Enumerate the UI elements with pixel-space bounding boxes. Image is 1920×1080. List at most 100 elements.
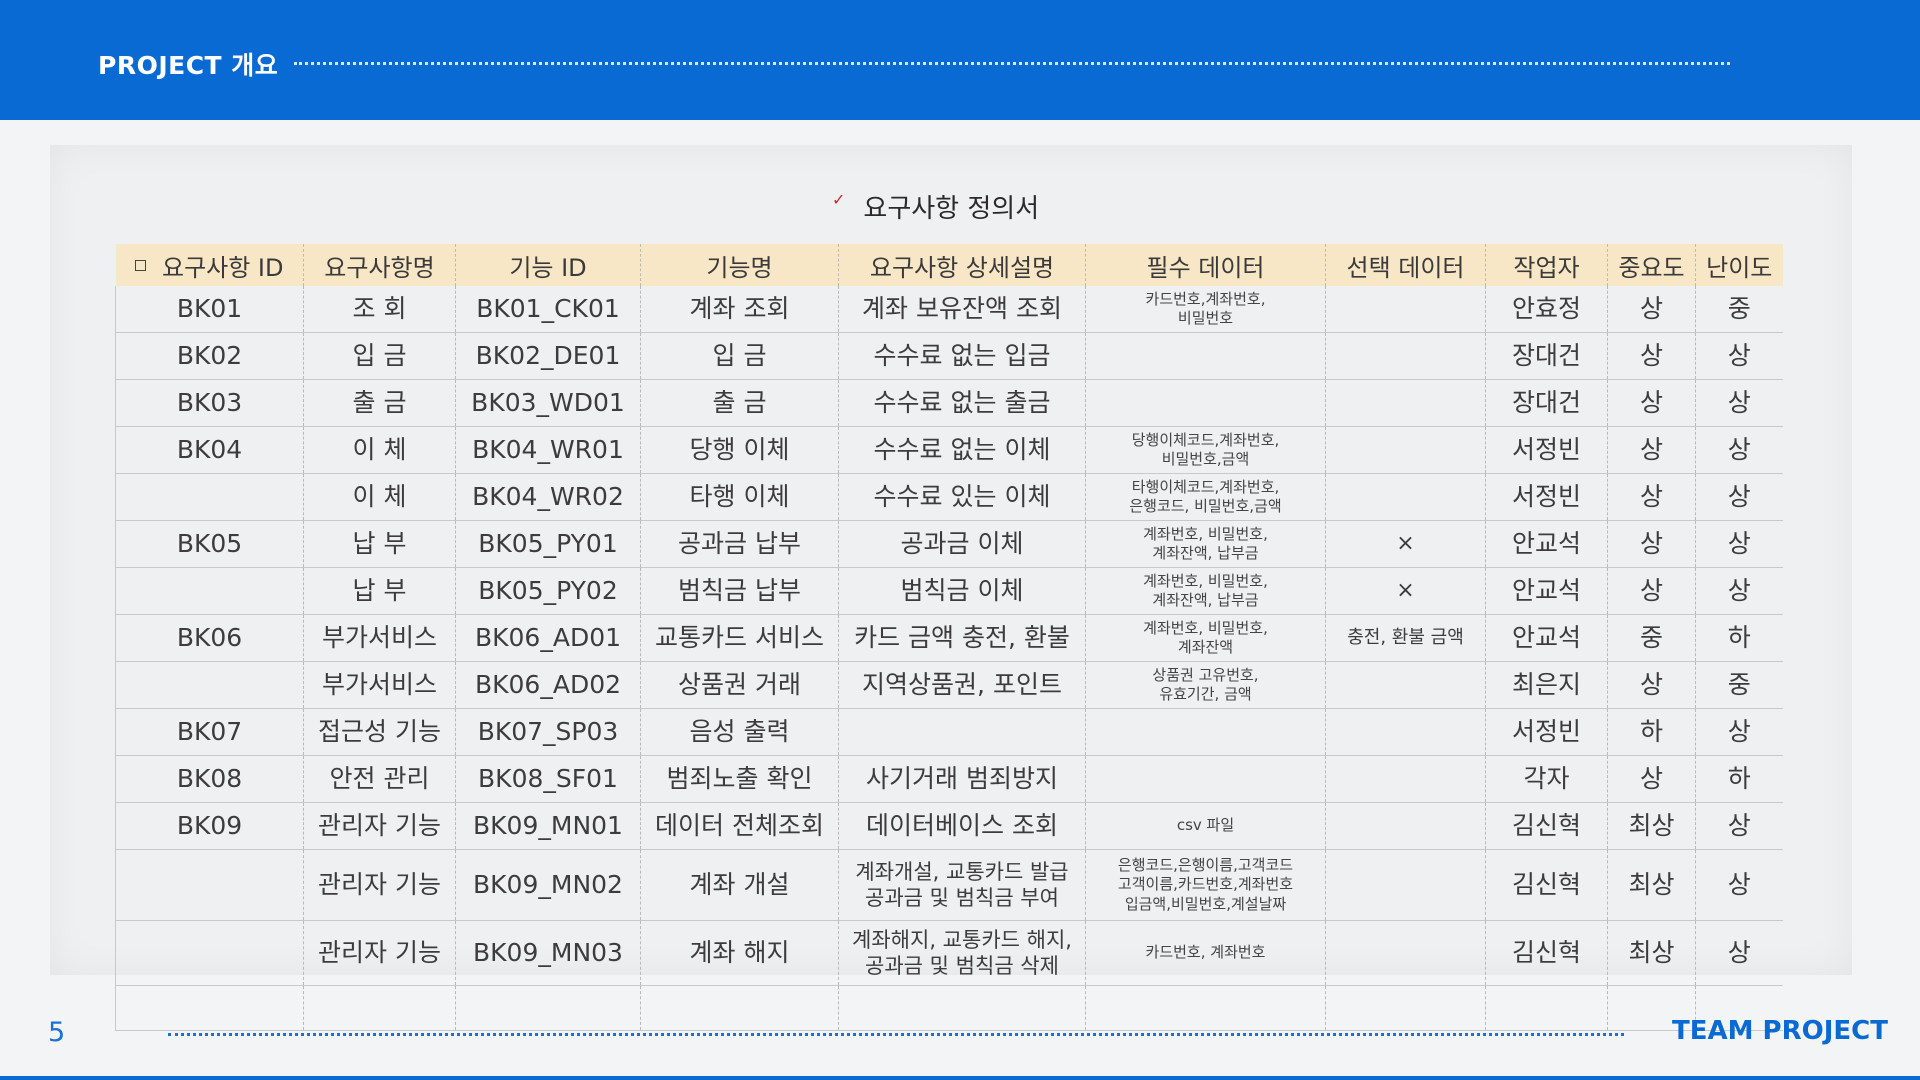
cell-func-name: 교통카드 서비스 xyxy=(640,614,839,662)
cell-difficulty: 상 xyxy=(1695,802,1783,850)
cell-difficulty: 중 xyxy=(1695,286,1783,333)
table-row: BK02 입 금 BK02_DE01 입 금 수수료 없는 입금 장대건 상 상 xyxy=(115,332,1783,380)
cell-func-name: 입 금 xyxy=(640,332,839,380)
table-empty-row xyxy=(115,985,1783,1031)
table-row: 관리자 기능 BK09_MN03 계좌 해지 계좌해지, 교통카드 해지, 공과금 및… xyxy=(115,920,1783,986)
cell-worker: 김신혁 xyxy=(1485,849,1608,921)
cell-importance: 하 xyxy=(1607,708,1696,756)
cell-required-data: 카드번호,계좌번호, 비밀번호 xyxy=(1085,286,1326,333)
table-row: BK08 안전 관리 BK08_SF01 범죄노출 확인 사기거래 범죄방지 각자 상 하 xyxy=(115,755,1783,803)
cell-req-name: 관리자 기능 xyxy=(303,849,456,921)
table-row: 관리자 기능 BK09_MN02 계좌 개설 계좌개설, 교통카드 발급 공과금 및 … xyxy=(115,849,1783,921)
cell-optional-data xyxy=(1325,286,1486,333)
table-header-row: 요구사항 ID 요구사항명 기능 ID 기능명 요구사항 상세설명 필수 데이터… xyxy=(115,244,1783,286)
document-title-group: ✓ 요구사항 정의서 xyxy=(832,188,1039,225)
cell-difficulty: 상 xyxy=(1695,920,1783,986)
cell-detail: 수수료 없는 이체 xyxy=(838,426,1086,474)
cell-detail: 계좌개설, 교통카드 발급 공과금 및 범칙금 부여 xyxy=(838,849,1086,921)
cell-optional-data xyxy=(1325,661,1486,709)
column-header-importance: 중요도 xyxy=(1607,244,1696,286)
cell-optional-data: × xyxy=(1325,567,1486,615)
cell-required-data xyxy=(1085,379,1326,427)
table-row: BK01 조 회 BK01_CK01 계좌 조회 계좌 보유잔액 조회 카드번호,계좌번호… xyxy=(115,286,1783,333)
cell-req-name: 이 체 xyxy=(303,473,456,521)
cell-optional-data xyxy=(1325,473,1486,521)
cell-req-name: 조 회 xyxy=(303,286,456,333)
cell-importance: 상 xyxy=(1607,473,1696,521)
cell-req-id xyxy=(115,473,304,521)
cell-req-name: 이 체 xyxy=(303,426,456,474)
cell-detail: 계좌해지, 교통카드 해지, 공과금 및 범칙금 삭제 xyxy=(838,920,1086,986)
cell-difficulty: 상 xyxy=(1695,567,1783,615)
cell-func-id: BK05_PY02 xyxy=(455,567,641,615)
column-header-optional-data: 선택 데이터 xyxy=(1325,244,1486,286)
header-bar: PROJECT 개요 xyxy=(0,0,1920,120)
cell-func-id: BK08_SF01 xyxy=(455,755,641,803)
table-row: BK05 납 부 BK05_PY01 공과금 납부 공과금 이체 계좌번호, 비밀번호, … xyxy=(115,520,1783,568)
column-header-required-data: 필수 데이터 xyxy=(1085,244,1326,286)
cell-worker: 안효정 xyxy=(1485,286,1608,333)
cell-importance: 최상 xyxy=(1607,920,1696,986)
cell-req-id: BK05 xyxy=(115,520,304,568)
table-row: 납 부 BK05_PY02 범칙금 납부 범칙금 이체 계좌번호, 비밀번호, 계좌잔액… xyxy=(115,567,1783,615)
cell-importance: 최상 xyxy=(1607,802,1696,850)
cell-optional-data xyxy=(1325,708,1486,756)
cell-req-name: 출 금 xyxy=(303,379,456,427)
cell-req-name: 납 부 xyxy=(303,520,456,568)
cell-empty xyxy=(1607,985,1696,1031)
cell-optional-data xyxy=(1325,920,1486,986)
cell-detail: 수수료 없는 출금 xyxy=(838,379,1086,427)
cell-importance: 상 xyxy=(1607,755,1696,803)
cell-func-id: BK06_AD02 xyxy=(455,661,641,709)
cell-importance: 상 xyxy=(1607,286,1696,333)
page-number: 5 xyxy=(48,1017,66,1048)
cell-importance: 상 xyxy=(1607,332,1696,380)
cell-importance: 상 xyxy=(1607,520,1696,568)
cell-worker: 안교석 xyxy=(1485,520,1608,568)
cell-required-data: 상품권 고유번호, 유효기간, 금액 xyxy=(1085,661,1326,709)
cell-optional-data xyxy=(1325,379,1486,427)
cell-worker: 서정빈 xyxy=(1485,473,1608,521)
cell-worker: 김신혁 xyxy=(1485,920,1608,986)
cell-required-data: csv 파일 xyxy=(1085,802,1326,850)
cell-req-id xyxy=(115,920,304,986)
cell-req-name: 안전 관리 xyxy=(303,755,456,803)
cell-worker: 장대건 xyxy=(1485,332,1608,380)
cell-req-name: 관리자 기능 xyxy=(303,802,456,850)
table-row: BK06 부가서비스 BK06_AD01 교통카드 서비스 카드 금액 충전, 환불 계좌… xyxy=(115,614,1783,662)
cell-worker: 안교석 xyxy=(1485,614,1608,662)
cell-req-name: 관리자 기능 xyxy=(303,920,456,986)
column-header-req-id: 요구사항 ID xyxy=(115,244,304,286)
cell-difficulty: 상 xyxy=(1695,379,1783,427)
column-header-detail: 요구사항 상세설명 xyxy=(838,244,1086,286)
cell-required-data: 계좌번호, 비밀번호, 계좌잔액, 납부금 xyxy=(1085,520,1326,568)
cell-optional-data xyxy=(1325,426,1486,474)
cell-difficulty: 상 xyxy=(1695,520,1783,568)
column-header-func-id: 기능 ID xyxy=(455,244,641,286)
cell-required-data: 계좌번호, 비밀번호, 계좌잔액, 납부금 xyxy=(1085,567,1326,615)
cell-importance: 상 xyxy=(1607,426,1696,474)
cell-func-name: 범죄노출 확인 xyxy=(640,755,839,803)
cell-req-id: BK03 xyxy=(115,379,304,427)
cell-empty xyxy=(115,985,304,1031)
cell-detail: 카드 금액 충전, 환불 xyxy=(838,614,1086,662)
cell-func-name: 계좌 조회 xyxy=(640,286,839,333)
cell-func-name: 계좌 개설 xyxy=(640,849,839,921)
cell-difficulty: 상 xyxy=(1695,708,1783,756)
cell-worker: 서정빈 xyxy=(1485,708,1608,756)
table-row: BK09 관리자 기능 BK09_MN01 데이터 전체조회 데이터베이스 조회 csv … xyxy=(115,802,1783,850)
cell-optional-data: × xyxy=(1325,520,1486,568)
cell-func-id: BK03_WD01 xyxy=(455,379,641,427)
cell-worker: 서정빈 xyxy=(1485,426,1608,474)
cell-difficulty: 하 xyxy=(1695,614,1783,662)
requirements-table: 요구사항 ID 요구사항명 기능 ID 기능명 요구사항 상세설명 필수 데이터… xyxy=(115,244,1783,1031)
cell-req-id xyxy=(115,567,304,615)
cell-detail xyxy=(838,708,1086,756)
cell-empty xyxy=(1325,985,1486,1031)
cell-func-id: BK02_DE01 xyxy=(455,332,641,380)
cell-req-id: BK01 xyxy=(115,286,304,333)
cell-empty xyxy=(1695,985,1783,1031)
table-row: BK07 접근성 기능 BK07_SP03 음성 출력 서정빈 하 상 xyxy=(115,708,1783,756)
cell-func-name: 출 금 xyxy=(640,379,839,427)
cell-empty xyxy=(455,985,641,1031)
